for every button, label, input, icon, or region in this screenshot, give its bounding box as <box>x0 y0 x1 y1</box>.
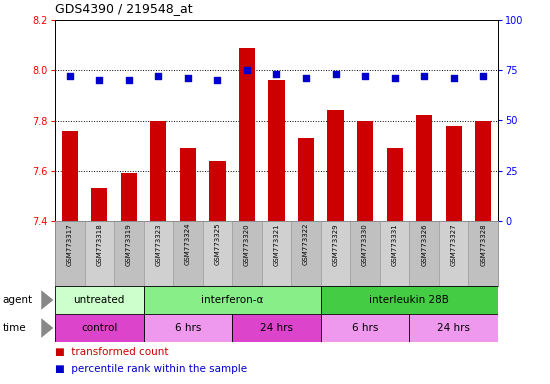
Point <box>331 71 340 77</box>
Polygon shape <box>41 290 53 310</box>
Point <box>154 73 163 79</box>
Bar <box>469 221 498 286</box>
Point <box>272 71 281 77</box>
Text: 24 hrs: 24 hrs <box>437 323 470 333</box>
Bar <box>144 286 321 314</box>
Bar <box>144 314 232 342</box>
Text: agent: agent <box>3 295 33 305</box>
Bar <box>180 148 196 221</box>
Bar <box>150 121 167 221</box>
Point <box>184 75 192 81</box>
Text: GSM773327: GSM773327 <box>450 223 456 266</box>
Bar <box>321 221 350 286</box>
Text: 6 hrs: 6 hrs <box>175 323 201 333</box>
Point <box>301 75 310 81</box>
Bar <box>202 221 232 286</box>
Bar <box>321 314 409 342</box>
Point <box>390 75 399 81</box>
Bar <box>210 161 226 221</box>
Text: interleukin 28B: interleukin 28B <box>370 295 449 305</box>
Bar <box>327 111 344 221</box>
Bar <box>357 121 373 221</box>
Bar <box>387 148 403 221</box>
Bar <box>350 221 380 286</box>
Point <box>479 73 488 79</box>
Text: interferon-α: interferon-α <box>201 295 263 305</box>
Bar <box>446 126 462 221</box>
Bar <box>173 221 202 286</box>
Bar <box>91 188 107 221</box>
Bar <box>62 131 78 221</box>
Bar <box>55 314 144 342</box>
Text: GSM773324: GSM773324 <box>185 223 191 265</box>
Bar <box>144 221 173 286</box>
Text: GSM773317: GSM773317 <box>67 223 73 266</box>
Bar <box>55 286 144 314</box>
Bar <box>232 221 262 286</box>
Text: GSM773322: GSM773322 <box>303 223 309 265</box>
Text: GSM773326: GSM773326 <box>421 223 427 266</box>
Point <box>449 75 458 81</box>
Bar <box>321 286 498 314</box>
Text: 24 hrs: 24 hrs <box>260 323 293 333</box>
Bar <box>409 314 498 342</box>
Text: GSM773320: GSM773320 <box>244 223 250 266</box>
Text: 6 hrs: 6 hrs <box>352 323 378 333</box>
Point <box>65 73 74 79</box>
Text: GSM773329: GSM773329 <box>333 223 339 266</box>
Text: GSM773328: GSM773328 <box>480 223 486 266</box>
Point <box>420 73 428 79</box>
Bar <box>475 121 491 221</box>
Point <box>95 77 104 83</box>
Point <box>213 77 222 83</box>
Bar <box>292 221 321 286</box>
Text: GSM773330: GSM773330 <box>362 223 368 266</box>
Text: GSM773318: GSM773318 <box>96 223 102 266</box>
Point <box>124 77 133 83</box>
Text: untreated: untreated <box>74 295 125 305</box>
Bar <box>239 48 255 221</box>
Bar <box>55 221 85 286</box>
Text: GSM773325: GSM773325 <box>214 223 221 265</box>
Bar <box>298 138 314 221</box>
Text: GSM773321: GSM773321 <box>273 223 279 266</box>
Text: GSM773319: GSM773319 <box>126 223 132 266</box>
Bar <box>439 221 469 286</box>
Bar <box>268 80 284 221</box>
Text: GSM773331: GSM773331 <box>392 223 398 266</box>
Bar <box>262 221 292 286</box>
Text: ■  transformed count: ■ transformed count <box>55 348 168 358</box>
Text: GDS4390 / 219548_at: GDS4390 / 219548_at <box>55 2 192 15</box>
Bar <box>380 221 409 286</box>
Bar <box>232 314 321 342</box>
Bar <box>409 221 439 286</box>
Bar <box>85 221 114 286</box>
Text: control: control <box>81 323 118 333</box>
Point <box>243 67 251 73</box>
Bar <box>416 116 432 221</box>
Bar <box>120 173 137 221</box>
Bar <box>114 221 144 286</box>
Point <box>361 73 370 79</box>
Text: ■  percentile rank within the sample: ■ percentile rank within the sample <box>55 364 247 374</box>
Polygon shape <box>41 318 53 338</box>
Text: GSM773323: GSM773323 <box>155 223 161 266</box>
Text: time: time <box>3 323 26 333</box>
